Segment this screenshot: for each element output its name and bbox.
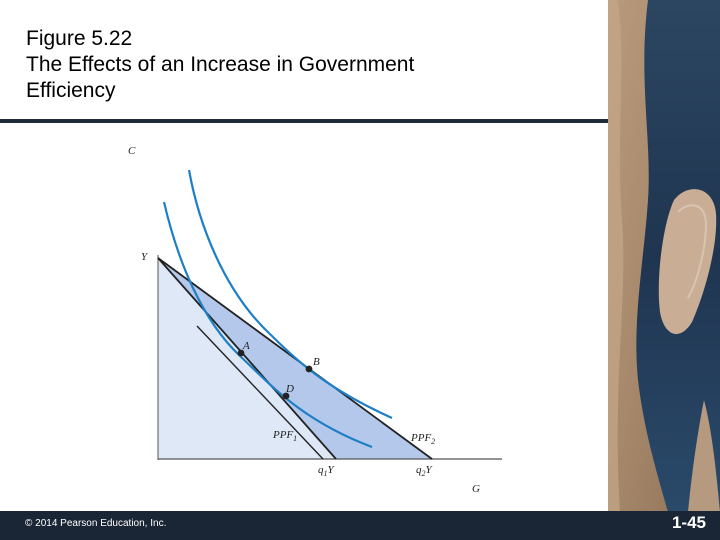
q2y-label-main: q xyxy=(416,464,422,476)
q2y-label-tail: Y xyxy=(426,464,434,476)
point-d-marker xyxy=(282,392,290,400)
point-b-marker xyxy=(305,365,313,373)
q2y-label: q2Y xyxy=(416,464,434,478)
point-b-label: B xyxy=(313,356,320,368)
decorative-rock-photo xyxy=(608,0,720,512)
q2y-label-sub: 2 xyxy=(422,469,426,478)
ppf2-label: PPF2 xyxy=(410,432,435,446)
point-a-marker xyxy=(237,349,245,357)
ppf1-label: PPF1 xyxy=(272,429,297,443)
slide-footer: © 2014 Pearson Education, Inc. 1-45 xyxy=(0,511,720,540)
ppf1-line xyxy=(157,257,337,460)
ppf1-label-sub: 1 xyxy=(293,434,297,443)
x-axis-label: G xyxy=(472,483,480,495)
q1y-label: q1Y xyxy=(318,464,336,478)
ppf2-label-main: PPF xyxy=(410,432,431,444)
ppf2-label-sub: 2 xyxy=(431,437,435,446)
copyright-text: © 2014 Pearson Education, Inc. xyxy=(25,518,167,529)
ppf-diagram: C G Y A B D PPF1 PPF2 q1Y q2Y xyxy=(128,145,502,495)
y-axis-label: C xyxy=(128,145,136,157)
slide-title: Figure 5.22 The Effects of an Increase i… xyxy=(26,27,415,102)
point-a-label: A xyxy=(242,340,250,352)
tangent-line-d xyxy=(196,325,324,460)
q1y-label-tail: Y xyxy=(328,464,336,476)
title-divider xyxy=(0,119,612,123)
indifference-curve-upper xyxy=(187,169,393,420)
q1y-label-main: q xyxy=(318,464,324,476)
point-d-label: D xyxy=(285,383,294,395)
y-intercept-label: Y xyxy=(141,251,149,263)
page-number: 1-45 xyxy=(671,513,706,532)
q1y-label-sub: 1 xyxy=(324,469,328,478)
ppf1-label-main: PPF xyxy=(272,429,293,441)
